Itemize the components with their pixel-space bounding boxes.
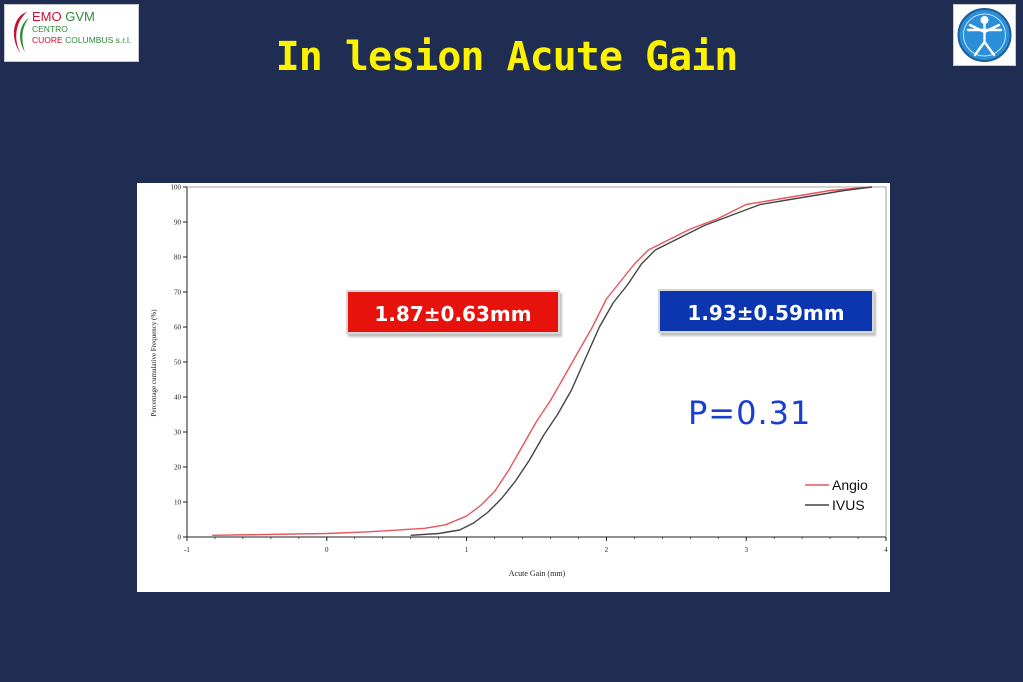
x-tick-label: 0 <box>325 546 329 554</box>
x-tick-label: -1 <box>184 546 190 554</box>
logo-cuore-text: CUORE <box>32 34 63 45</box>
x-tick-label: 3 <box>744 546 748 554</box>
heart-logo-icon <box>13 12 29 54</box>
y-tick-label: 50 <box>174 359 182 367</box>
x-axis-label: Acute Gain (mm) <box>509 569 566 578</box>
vitruvian-logo <box>953 4 1016 66</box>
series-line-ivus <box>410 186 873 536</box>
y-tick-label: 80 <box>174 254 182 262</box>
y-tick-label: 20 <box>174 464 182 472</box>
legend-label-angio: Angio <box>832 477 868 493</box>
p-value-text: P=0.31 <box>688 394 812 432</box>
x-tick-label: 4 <box>884 546 888 554</box>
y-tick-label: 60 <box>174 324 182 332</box>
logo-centro-text: CENTRO <box>32 24 68 34</box>
y-axis-label: Percentage cumulative Frequency (%) <box>150 309 158 417</box>
emo-gvm-logo: EMO GVM CENTRO CUORE COLUMBUS s.r.l. <box>4 4 139 62</box>
cumulative-frequency-chart: -1 0 1 2 3 4 0 10 20 30 40 50 60 70 80 90 100 Acute Gain… <box>137 183 890 592</box>
chart-legend: Angio IVUS <box>805 477 868 513</box>
legend-label-ivus: IVUS <box>832 497 865 513</box>
slide-title: In lesion Acute Gain <box>275 34 739 80</box>
x-tick-label: 1 <box>465 546 469 554</box>
x-tick-label: 2 <box>605 546 609 554</box>
logo-emo-text: EMO <box>32 9 62 24</box>
y-tick-label: 40 <box>174 394 182 402</box>
chart-series <box>212 186 873 536</box>
chart-axes <box>186 186 887 538</box>
y-tick-label: 70 <box>174 289 182 297</box>
vitruvian-man-icon <box>957 8 1012 62</box>
y-tick-label: 100 <box>171 184 182 192</box>
y-tick-label: 0 <box>178 534 182 542</box>
y-tick-label: 90 <box>174 219 182 227</box>
logo-columbus-text: COLUMBUS s.r.l. <box>65 34 132 45</box>
y-tick-label: 30 <box>174 429 182 437</box>
logo-gvm-text: GVM <box>65 9 95 24</box>
series-line-angio <box>212 186 873 536</box>
ivus-mean-badge: 1.93±0.59mm <box>658 289 874 333</box>
angio-mean-badge: 1.87±0.63mm <box>346 290 560 334</box>
y-tick-label: 10 <box>174 499 182 507</box>
